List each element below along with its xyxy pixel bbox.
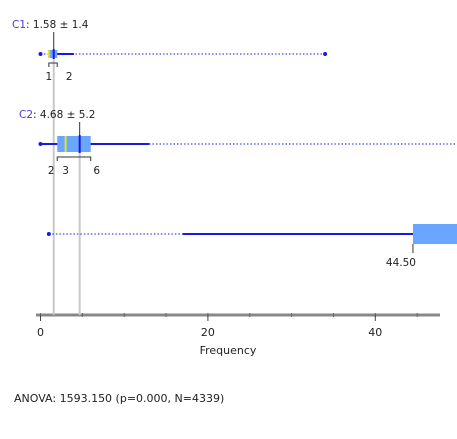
group-name: C2	[19, 109, 33, 121]
x-axis-label: Frequency	[200, 344, 257, 357]
group-c1: C1: 1.58 ± 1.4 1 2	[12, 19, 328, 315]
group-name: C1	[12, 19, 26, 31]
quartile-label: 3	[62, 165, 69, 177]
group-stat-value: : 4.68 ± 5.2	[33, 109, 95, 121]
quartile-label: 2	[66, 71, 73, 83]
x-tick-label: 40	[368, 326, 382, 339]
group-stat-value: : 1.58 ± 1.4	[26, 19, 89, 31]
min-marker	[38, 52, 43, 56]
quartile-bracket	[56, 156, 92, 161]
quartile-label: 6	[93, 165, 100, 177]
group-stat-label: C1: 1.58 ± 1.4	[12, 19, 89, 31]
quartile-label: 44.50	[386, 257, 416, 269]
quartile-label: 1	[46, 71, 53, 83]
quartile-bracket	[48, 62, 58, 67]
iqr-box	[57, 136, 91, 152]
x-axis: 020406080100120140160180200220	[36, 313, 440, 339]
x-tick-label: 0	[37, 326, 44, 339]
max-marker	[323, 52, 328, 56]
x-tick-label: 20	[201, 326, 215, 339]
box-plot: 020406080100120140160180200220 C1: 1.58 …	[12, 19, 457, 357]
anova-summary: ANOVA: 1593.150 (p=0.000, N=4339)	[14, 392, 225, 405]
iqr-box	[412, 224, 457, 244]
group-stat-label: C2: 4.68 ± 5.2	[19, 109, 95, 121]
quartile-label: 2	[48, 165, 55, 177]
group-c2: C2: 4.68 ± 5.2 2 3 6	[19, 109, 457, 315]
group-c3: C3: 66.50 ± 48.344.505380	[46, 224, 457, 269]
min-marker	[46, 232, 51, 236]
